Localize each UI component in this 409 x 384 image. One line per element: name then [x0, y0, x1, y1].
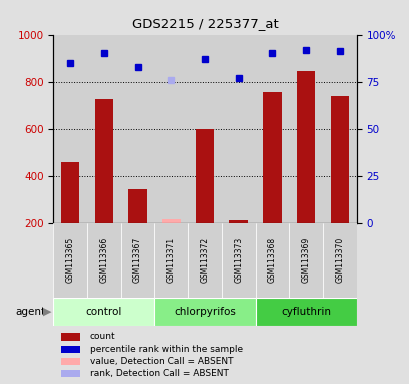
Text: GSM113365: GSM113365: [65, 237, 74, 283]
Text: GSM113372: GSM113372: [200, 237, 209, 283]
Text: agent: agent: [15, 307, 45, 317]
Bar: [154, 298, 255, 326]
Bar: [322, 35, 356, 223]
Bar: [289, 35, 322, 223]
Bar: [195, 129, 214, 223]
Bar: [61, 346, 80, 353]
Text: cyfluthrin: cyfluthrin: [281, 307, 330, 317]
Text: chlorpyrifos: chlorpyrifos: [174, 307, 235, 317]
Bar: [120, 35, 154, 223]
Bar: [255, 298, 356, 326]
Bar: [128, 189, 146, 223]
Text: percentile rank within the sample: percentile rank within the sample: [90, 345, 243, 354]
Bar: [120, 223, 154, 298]
Bar: [255, 35, 289, 223]
Bar: [221, 223, 255, 298]
Bar: [188, 223, 221, 298]
Text: rank, Detection Call = ABSENT: rank, Detection Call = ABSENT: [90, 369, 228, 378]
Text: GSM113367: GSM113367: [133, 237, 142, 283]
Bar: [94, 99, 113, 223]
Text: GSM113370: GSM113370: [335, 237, 344, 283]
Text: GSM113369: GSM113369: [301, 237, 310, 283]
Bar: [289, 223, 322, 298]
Bar: [263, 92, 281, 223]
Bar: [53, 298, 154, 326]
Bar: [221, 35, 255, 223]
Text: GSM113373: GSM113373: [234, 237, 243, 283]
Bar: [87, 35, 120, 223]
Text: GDS2215 / 225377_at: GDS2215 / 225377_at: [131, 17, 278, 30]
Bar: [61, 333, 80, 341]
Text: ▶: ▶: [43, 307, 51, 317]
Bar: [162, 219, 180, 223]
Text: GSM113371: GSM113371: [166, 237, 175, 283]
Bar: [296, 71, 315, 223]
Bar: [61, 358, 80, 365]
Bar: [154, 223, 188, 298]
Text: count: count: [90, 333, 115, 341]
Text: GSM113366: GSM113366: [99, 237, 108, 283]
Bar: [322, 223, 356, 298]
Bar: [87, 223, 120, 298]
Bar: [330, 96, 348, 223]
Bar: [154, 35, 188, 223]
Text: value, Detection Call = ABSENT: value, Detection Call = ABSENT: [90, 357, 233, 366]
Bar: [61, 162, 79, 223]
Bar: [188, 35, 221, 223]
Bar: [53, 223, 87, 298]
Bar: [255, 223, 289, 298]
Text: control: control: [85, 307, 122, 317]
Bar: [229, 220, 247, 223]
Bar: [53, 35, 87, 223]
Text: GSM113368: GSM113368: [267, 237, 276, 283]
Bar: [61, 370, 80, 377]
